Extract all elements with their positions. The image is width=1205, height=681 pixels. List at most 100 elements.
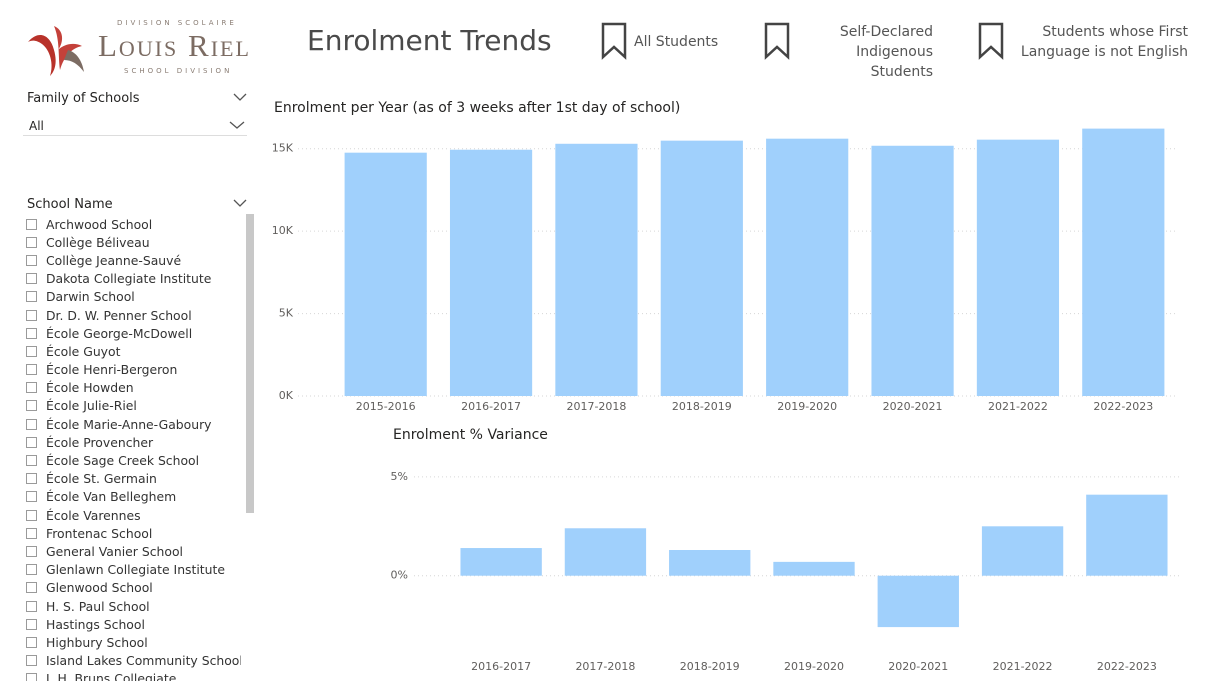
- x-tick-label: 2021-2022: [993, 660, 1053, 673]
- x-tick-label: 2020-2021: [883, 400, 943, 413]
- school-option[interactable]: Collège Béliveau: [26, 233, 241, 251]
- checkbox[interactable]: [26, 509, 37, 521]
- school-option[interactable]: Glenwood School: [26, 579, 241, 597]
- school-name: École Henri-Bergeron: [46, 362, 178, 378]
- bar: [660, 140, 743, 396]
- chevron[interactable]: [229, 120, 245, 130]
- school-name: Island Lakes Community School: [46, 653, 241, 669]
- school-name: École Guyot: [46, 343, 121, 359]
- checkbox[interactable]: [26, 600, 37, 612]
- checkbox[interactable]: [26, 673, 37, 681]
- logo-mark: [28, 26, 84, 76]
- bar: [669, 550, 751, 576]
- bar: [773, 561, 855, 576]
- x-tick-label: 2022-2023: [1093, 400, 1153, 413]
- school-option[interactable]: Glenlawn Collegiate Institute: [26, 561, 241, 579]
- x-tick-label: 2018-2019: [672, 400, 732, 413]
- school-name: École Provencher: [46, 434, 154, 450]
- bar: [1082, 128, 1165, 396]
- checkbox[interactable]: [26, 636, 37, 648]
- school-option[interactable]: Island Lakes Community School: [26, 652, 241, 670]
- checkbox[interactable]: [26, 254, 37, 266]
- school-option[interactable]: Darwin School: [26, 288, 241, 306]
- chevron[interactable]: [233, 198, 247, 208]
- checkbox[interactable]: [26, 491, 37, 503]
- school-option[interactable]: Hastings School: [26, 615, 241, 633]
- y-tick-label: 0%: [391, 569, 408, 582]
- checkbox[interactable]: [26, 382, 37, 394]
- checkbox[interactable]: [26, 473, 37, 485]
- school-name: Darwin School: [46, 289, 135, 305]
- checkbox[interactable]: [26, 291, 37, 303]
- school-option[interactable]: Frontenac School: [26, 524, 241, 542]
- checkbox[interactable]: [26, 418, 37, 430]
- bar: [1086, 494, 1168, 576]
- checkbox[interactable]: [26, 436, 37, 448]
- school-name: Glenlawn Collegiate Institute: [46, 562, 225, 578]
- bookmark-button[interactable]: Students whose First Language is not Eng…: [1020, 24, 1188, 60]
- x-tick-label: 2017-2018: [575, 660, 635, 673]
- x-tick-label: 2018-2019: [680, 660, 740, 673]
- page-title: Enrolment Trends: [307, 24, 552, 57]
- school-option[interactable]: General Vanier School: [26, 542, 241, 560]
- checkbox[interactable]: [26, 236, 37, 248]
- school-name: École Julie-Riel: [46, 398, 137, 414]
- school-name: H. S. Paul School: [46, 598, 150, 614]
- checkbox[interactable]: [26, 309, 37, 321]
- checkbox[interactable]: [26, 400, 37, 412]
- bar: [871, 145, 954, 396]
- x-tick-label: 2015-2016: [356, 400, 416, 413]
- school-option[interactable]: École Varennes: [26, 506, 241, 524]
- school-name: Frontenac School: [46, 525, 153, 541]
- checkbox[interactable]: [26, 545, 37, 557]
- y-tick-label: 15K: [272, 142, 294, 155]
- school-option[interactable]: École Henri-Bergeron: [26, 361, 241, 379]
- school-option[interactable]: J. H. Bruns Collegiate: [26, 670, 241, 681]
- school-option[interactable]: Dakota Collegiate Institute: [26, 270, 241, 288]
- slicer-header: School Name: [27, 197, 113, 212]
- chart-title: Enrolment % Variance: [393, 427, 548, 443]
- school-option[interactable]: École Van Belleghem: [26, 488, 241, 506]
- checkbox[interactable]: [26, 218, 37, 230]
- checkbox[interactable]: [26, 582, 37, 594]
- checkbox[interactable]: [26, 655, 37, 667]
- bookmark-button[interactable]: Self-Declared Indigenous Students: [839, 24, 933, 80]
- school-name: Glenwood School: [46, 580, 153, 596]
- checkbox[interactable]: [26, 564, 37, 576]
- checkbox[interactable]: [26, 618, 37, 630]
- bar: [555, 143, 638, 396]
- school-option[interactable]: École George-McDowell: [26, 324, 241, 342]
- school-option[interactable]: École Marie-Anne-Gaboury: [26, 415, 241, 433]
- bookmark-button[interactable]: All Students: [634, 34, 719, 50]
- school-option[interactable]: Archwood School: [26, 215, 241, 233]
- school-name: École George-McDowell: [46, 325, 193, 341]
- school-option[interactable]: École St. Germain: [26, 470, 241, 488]
- bookmark-icon[interactable]: [601, 22, 627, 60]
- school-option[interactable]: Highbury School: [26, 633, 241, 651]
- bookmark-icon[interactable]: [978, 22, 1004, 60]
- school-option[interactable]: École Howden: [26, 379, 241, 397]
- logo-text: DIVISION SCOLAIRE: [117, 19, 237, 27]
- school-option[interactable]: Collège Jeanne-Sauvé: [26, 251, 241, 269]
- chevron[interactable]: [233, 92, 247, 102]
- scrollbar[interactable]: [246, 214, 254, 513]
- school-option[interactable]: École Julie-Riel: [26, 397, 241, 415]
- bar: [976, 139, 1060, 397]
- checkbox[interactable]: [26, 364, 37, 376]
- logo-text: Louis Riel: [98, 28, 251, 63]
- checkbox[interactable]: [26, 327, 37, 339]
- school-option[interactable]: École Guyot: [26, 342, 241, 360]
- school-option[interactable]: École Provencher: [26, 433, 241, 451]
- school-option[interactable]: École Sage Creek School: [26, 451, 241, 469]
- x-tick-label: 2020-2021: [888, 660, 948, 673]
- dropdown[interactable]: All: [23, 114, 247, 136]
- bookmark-icon[interactable]: [764, 22, 790, 60]
- school-option[interactable]: H. S. Paul School: [26, 597, 241, 615]
- school-option[interactable]: Dr. D. W. Penner School: [26, 306, 241, 324]
- checkbox[interactable]: [26, 273, 37, 285]
- checkbox[interactable]: [26, 527, 37, 539]
- checkbox[interactable]: [26, 345, 37, 357]
- logo-text: SCHOOL DIVISION: [124, 67, 233, 75]
- checkbox[interactable]: [26, 455, 37, 467]
